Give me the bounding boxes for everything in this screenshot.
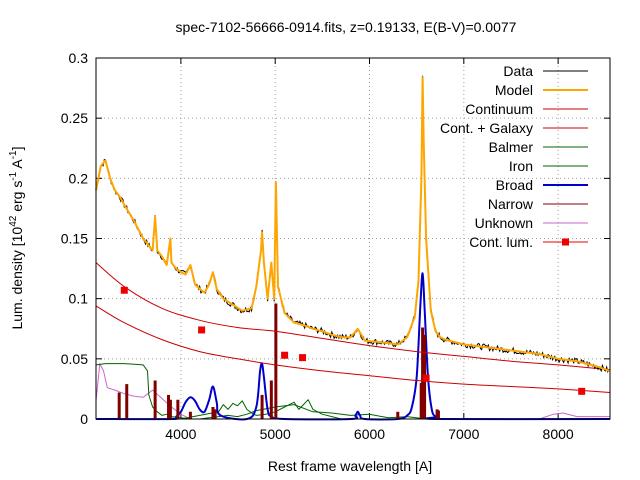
cont-galaxy-series-line <box>95 262 611 371</box>
x-tick-label: 7000 <box>448 426 479 442</box>
plot-area <box>95 75 611 421</box>
legend-label: Data <box>503 63 533 79</box>
x-tick-label: 4000 <box>165 426 196 442</box>
axis-ticks: 4000 5000 6000 7000 8000 0 0.05 0.1 0.15 0.2 0.25 0… <box>61 50 610 442</box>
cont-lum-point <box>578 387 586 395</box>
chart-title: spec-7102-56666-0914.fits, z=0.19133, E(… <box>176 19 517 35</box>
x-axis-label: Rest frame wavelength [A] <box>268 458 432 474</box>
unknown-series-line <box>95 363 610 420</box>
legend-label: Cont. lum. <box>469 234 533 250</box>
y-tick-label: 0 <box>80 411 88 427</box>
y-tick-label: 0.1 <box>69 291 89 307</box>
broad-series-line <box>95 272 611 421</box>
legend-label: Model <box>495 82 533 98</box>
x-tick-label: 6000 <box>354 426 385 442</box>
legend-label: Iron <box>509 158 533 174</box>
cont-lum-point <box>198 326 206 334</box>
y-tick-label: 0.3 <box>69 50 89 66</box>
continuum-series-line <box>95 305 611 393</box>
cont-lum-point <box>281 351 289 359</box>
legend-label: Unknown <box>475 215 533 231</box>
y-tick-label: 0.15 <box>61 231 88 247</box>
y-tick-label: 0.25 <box>61 110 88 126</box>
x-tick-label: 5000 <box>260 426 291 442</box>
plot-frame <box>95 57 611 420</box>
legend-marker <box>562 238 569 246</box>
legend: Data Model Continuum Cont. + Galaxy Balmer Ir… <box>440 63 588 250</box>
x-tick-label: 8000 <box>543 426 574 442</box>
y-tick-label: 0.05 <box>61 351 88 367</box>
grid <box>96 58 610 419</box>
iron-series-line <box>96 399 610 420</box>
cont-lum-point <box>120 286 128 294</box>
legend-label: Continuum <box>465 101 533 117</box>
cont-lum-point <box>422 374 430 382</box>
model-series-line <box>95 76 611 372</box>
legend-label: Broad <box>496 177 533 193</box>
cont-lum-point <box>299 354 307 362</box>
legend-label: Narrow <box>488 196 534 212</box>
balmer-series-line <box>95 363 610 420</box>
legend-label: Cont. + Galaxy <box>440 120 533 136</box>
legend-label: Balmer <box>489 139 534 155</box>
y-tick-label: 0.2 <box>69 170 89 186</box>
y-axis-label: Lum. density [1042 erg s-1 A-1] <box>8 146 25 329</box>
